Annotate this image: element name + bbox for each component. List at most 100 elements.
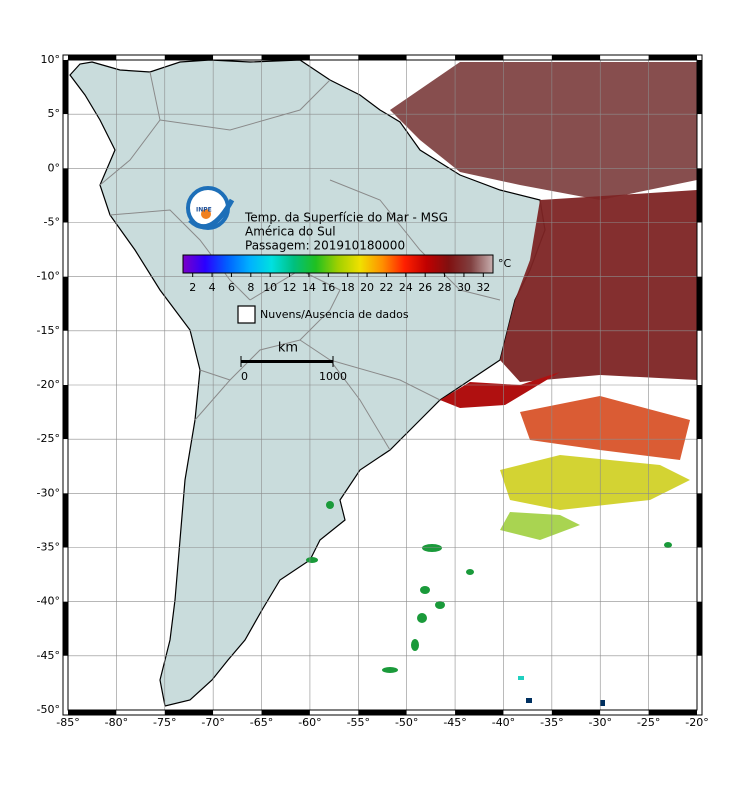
border bbox=[99, 71, 161, 186]
sst-patch bbox=[440, 372, 560, 408]
frame-segment bbox=[63, 601, 68, 656]
frame-segment bbox=[63, 168, 68, 223]
sst-spot bbox=[306, 557, 318, 563]
sst-spot bbox=[422, 544, 442, 552]
frame-segment bbox=[455, 710, 504, 715]
x-tick-label: -45° bbox=[443, 716, 466, 729]
y-tick-label: -15° bbox=[37, 324, 60, 337]
sst-spot bbox=[526, 698, 532, 703]
colorbar-tick-label: 28 bbox=[438, 281, 452, 294]
frame-segment bbox=[697, 385, 702, 440]
frame-segment bbox=[63, 222, 68, 277]
y-tick-label: 5° bbox=[48, 107, 61, 120]
sst-patch bbox=[500, 512, 580, 540]
sst-spot bbox=[466, 569, 474, 575]
frame-segment bbox=[164, 710, 214, 715]
frame-segment bbox=[116, 710, 165, 715]
frame-segment bbox=[697, 439, 702, 494]
sst-spot bbox=[411, 639, 419, 651]
sst-spot bbox=[326, 501, 334, 509]
frame-segment bbox=[63, 655, 68, 710]
colorbar-tick-label: 24 bbox=[399, 281, 413, 294]
border bbox=[109, 209, 251, 301]
colorbar-tick-label: 26 bbox=[418, 281, 432, 294]
x-tick-label: -75° bbox=[153, 716, 176, 729]
logo-sun bbox=[201, 209, 211, 219]
y-tick-label: -25° bbox=[37, 432, 60, 445]
colorbar-tick-label: 22 bbox=[379, 281, 393, 294]
frame-segment bbox=[600, 55, 649, 60]
border bbox=[329, 359, 441, 401]
sst-patches bbox=[306, 62, 697, 706]
colorbar-tick-label: 20 bbox=[360, 281, 374, 294]
x-tick-label: -40° bbox=[492, 716, 515, 729]
sst-patch bbox=[500, 190, 697, 382]
frame-segment bbox=[68, 55, 117, 60]
y-tick-label: -40° bbox=[37, 595, 60, 608]
frame-inner bbox=[67, 59, 698, 711]
x-tick-label: -50° bbox=[395, 716, 418, 729]
y-tick-label: -50° bbox=[37, 703, 60, 716]
frame-segment bbox=[213, 710, 262, 715]
title-line: América do Sul bbox=[245, 225, 336, 239]
frame-segment bbox=[697, 168, 702, 223]
frame-segment bbox=[697, 601, 702, 656]
y-tick-label: -35° bbox=[37, 541, 60, 554]
y-tick-label: -20° bbox=[37, 378, 60, 391]
colorbar-tick-label: 12 bbox=[283, 281, 297, 294]
legend-swatch bbox=[237, 305, 256, 324]
border bbox=[159, 79, 331, 131]
sst-spot bbox=[600, 700, 605, 706]
sst-patch bbox=[500, 455, 690, 510]
colorbar-tick-label: 6 bbox=[228, 281, 235, 294]
sst-spot bbox=[664, 542, 672, 548]
frame-segment bbox=[551, 55, 601, 60]
y-tick-label: -5° bbox=[44, 216, 60, 229]
colorbar-tick-label: 18 bbox=[341, 281, 355, 294]
frame-segment bbox=[697, 655, 702, 710]
frame bbox=[62, 54, 703, 716]
sst-patch bbox=[390, 62, 697, 200]
frame-segment bbox=[503, 55, 552, 60]
sst-spot bbox=[417, 613, 427, 623]
sst-spot bbox=[382, 667, 398, 673]
y-tick-label: -30° bbox=[37, 486, 60, 499]
frame-segment bbox=[116, 55, 165, 60]
x-tick-label: -55° bbox=[347, 716, 370, 729]
colorbar-tick-label: 14 bbox=[302, 281, 316, 294]
x-tick-label: -85° bbox=[56, 716, 79, 729]
frame-segment bbox=[697, 276, 702, 331]
title-line: Temp. da Superfície do Mar - MSG bbox=[244, 211, 448, 225]
frame-segment bbox=[358, 55, 407, 60]
frame-segment bbox=[358, 710, 407, 715]
sst-patch bbox=[520, 396, 690, 460]
border bbox=[329, 179, 501, 301]
sst-spot bbox=[518, 676, 524, 680]
scale-bar-line bbox=[241, 360, 333, 363]
header: INPE Temp. da Superfície do Mar - MSG Am… bbox=[186, 186, 448, 253]
x-tick-label: -30° bbox=[588, 716, 611, 729]
frame-segment bbox=[309, 55, 359, 60]
frame-segment bbox=[697, 330, 702, 385]
colorbar-tick-label: 32 bbox=[476, 281, 490, 294]
sst-spot bbox=[420, 586, 430, 594]
frame-segment bbox=[63, 385, 68, 440]
logo-text: INPE bbox=[196, 207, 212, 214]
title-line: Passagem: 201910180000 bbox=[245, 239, 405, 253]
frame-segment bbox=[63, 60, 68, 115]
scale-unit: km bbox=[278, 341, 298, 356]
x-tick-label: -25° bbox=[637, 716, 660, 729]
legend: Nuvens/Ausencia de dados bbox=[237, 305, 409, 324]
x-tick-label: -60° bbox=[298, 716, 321, 729]
frame-segment bbox=[406, 55, 456, 60]
tick-labels: -85° -80° -75° -70° -65° -60° -55° -50° -45° -40°… bbox=[37, 53, 709, 729]
logo-arrow bbox=[188, 198, 235, 230]
frame-segment bbox=[63, 439, 68, 494]
y-tick-label: 10° bbox=[41, 53, 61, 66]
y-tick-label: -10° bbox=[37, 270, 60, 283]
frame-segment bbox=[551, 710, 601, 715]
sst-spots bbox=[306, 501, 672, 673]
scale-tick-label: 0 bbox=[241, 370, 248, 383]
colorbar-tick-label: 8 bbox=[247, 281, 254, 294]
colorbar-tick-label: 4 bbox=[209, 281, 216, 294]
